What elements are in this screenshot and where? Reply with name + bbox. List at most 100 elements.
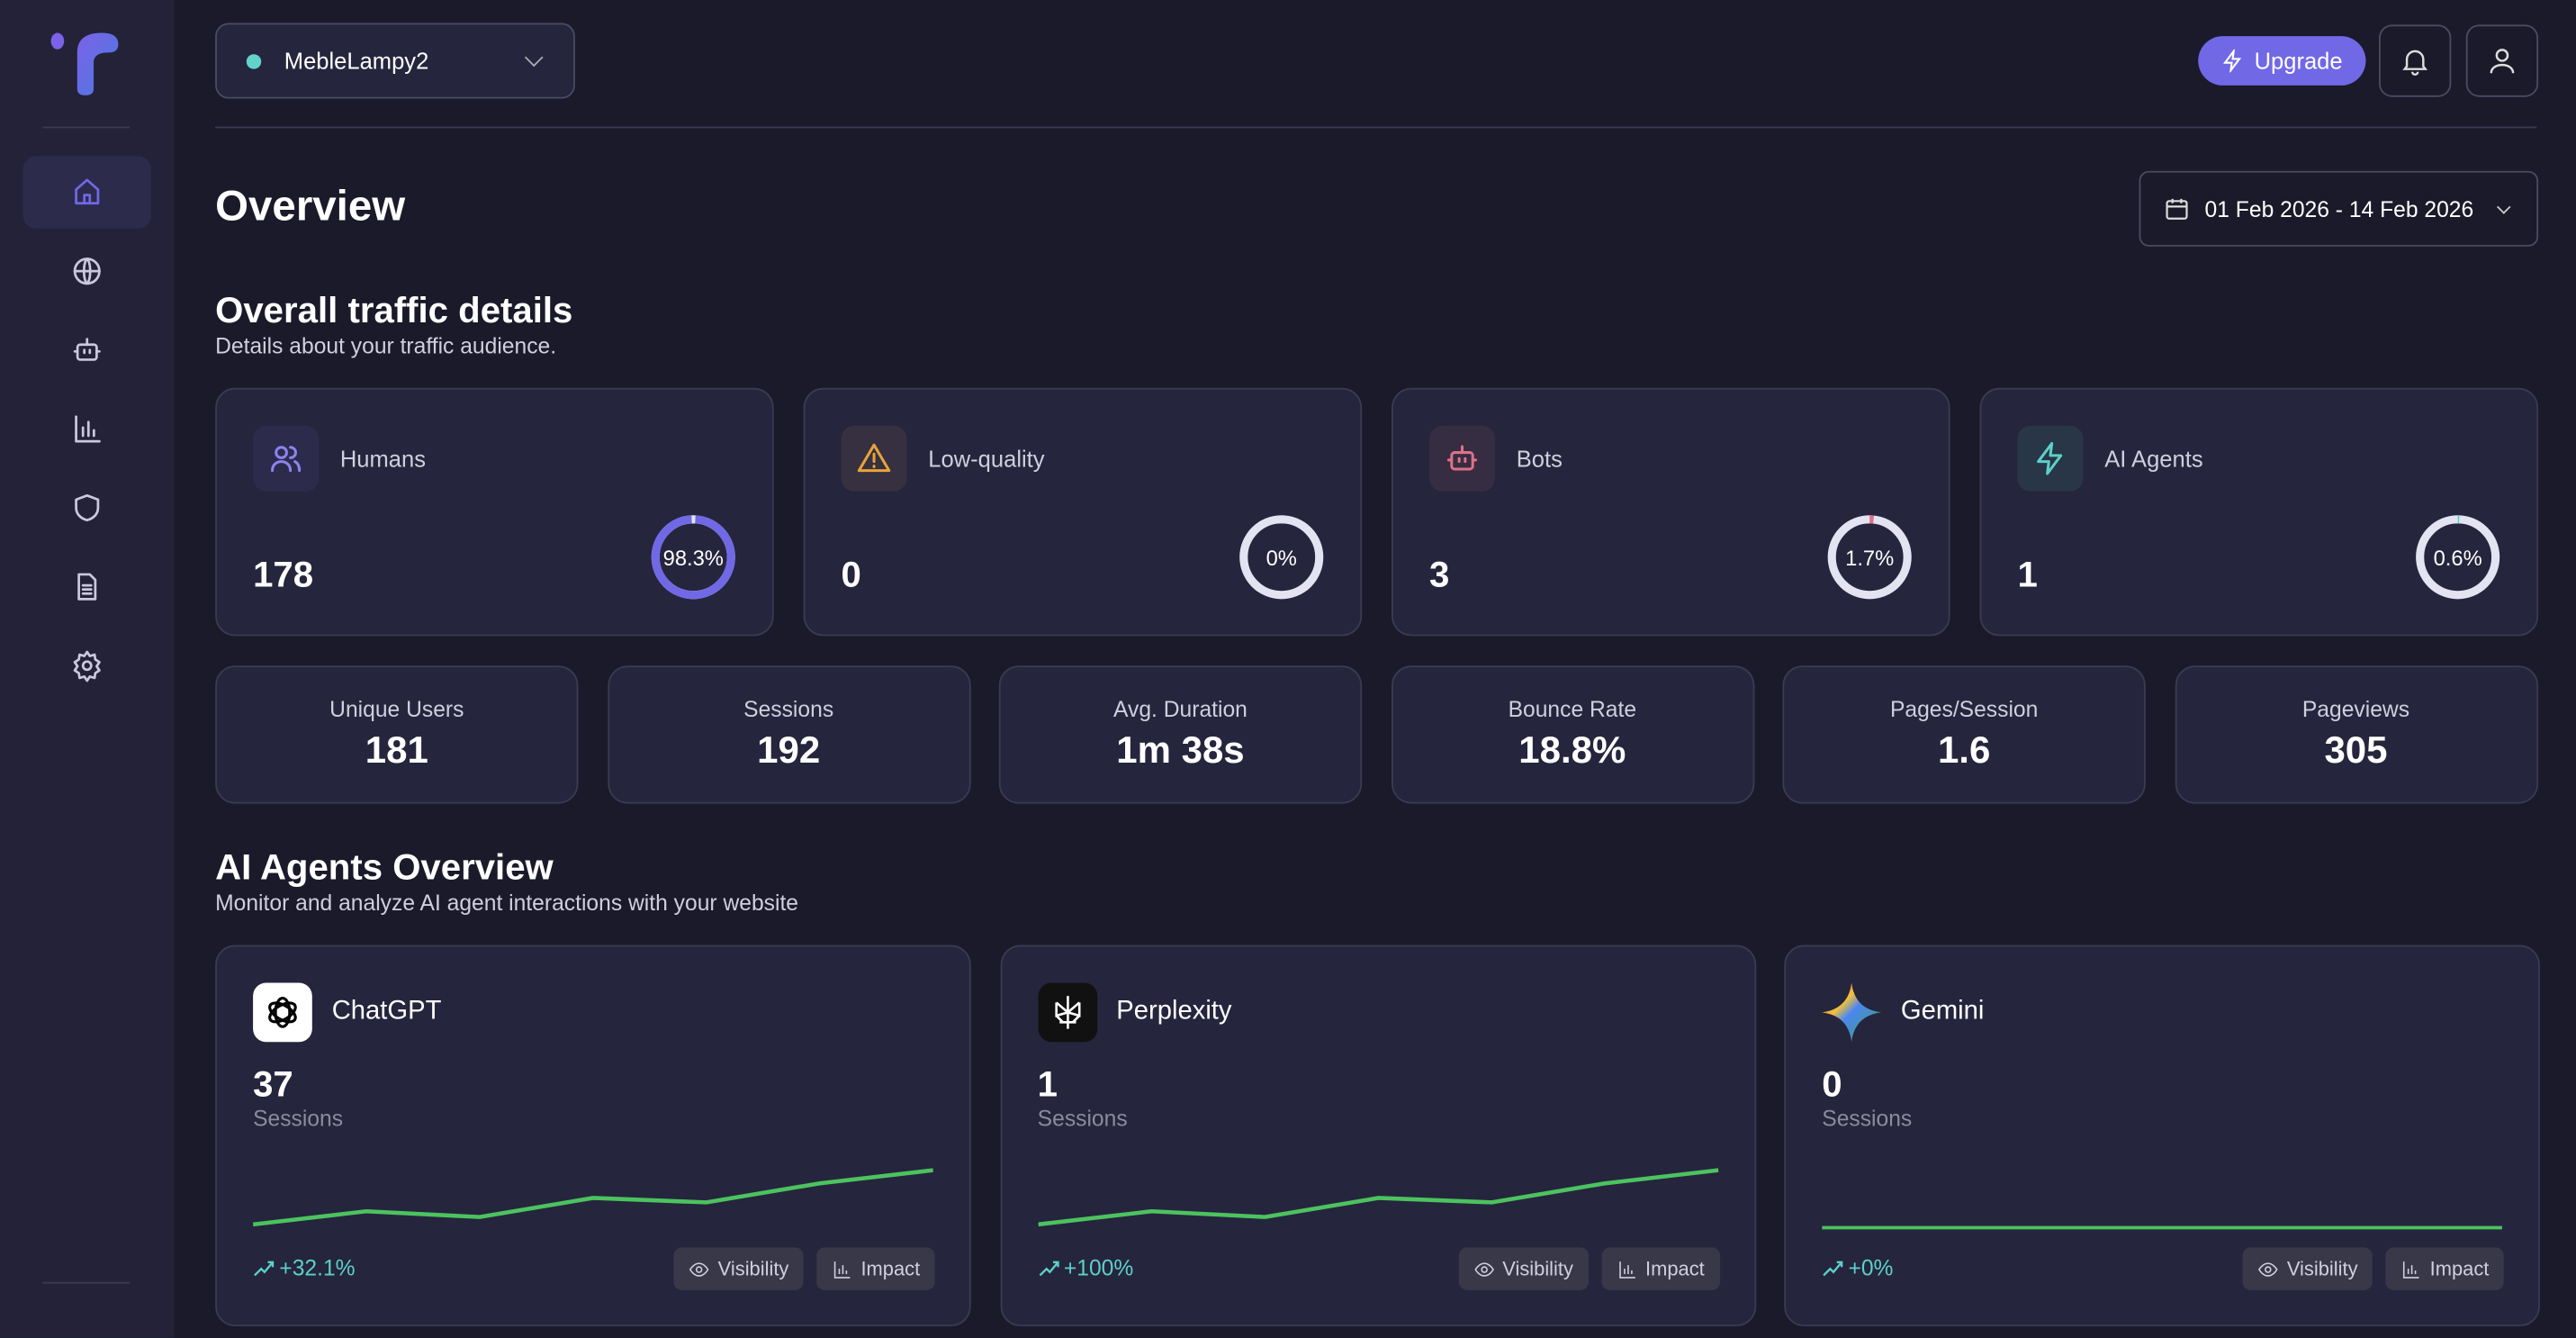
section-subtitle: Monitor and analyze AI agent interaction… [215, 890, 799, 916]
sessions-label: Sessions [1037, 1106, 1128, 1131]
visibility-label: Visibility [2286, 1257, 2358, 1280]
stat-card: Bounce Rate 18.8% [1391, 665, 1754, 804]
impact-label: Impact [860, 1257, 921, 1280]
traffic-card-low-quality: Low-quality 0 0% [803, 387, 1363, 637]
sidebar-item-bots[interactable] [23, 314, 151, 386]
eye-icon [1473, 1261, 1494, 1276]
humans-icon [253, 425, 320, 492]
lightning-icon [2223, 49, 2242, 73]
traffic-label: AI Agents [2104, 445, 2203, 472]
visibility-label: Visibility [717, 1257, 789, 1280]
ring-track [1239, 515, 1324, 600]
section-subtitle: Details about your traffic audience. [215, 333, 557, 358]
trend: +100% [1038, 1255, 1134, 1280]
upgrade-button[interactable]: Upgrade [2198, 36, 2366, 86]
stat-label: Sessions [743, 696, 834, 722]
stat-label: Unique Users [329, 696, 464, 722]
app-logo [50, 32, 119, 95]
trend-value: +100% [1063, 1255, 1134, 1280]
percent-label: 1.7% [1845, 545, 1895, 570]
visibility-button[interactable]: Visibility [673, 1247, 804, 1290]
agent-card-perplexity[interactable]: Perplexity 1 Sessions +100% Visibility I… [999, 945, 1756, 1327]
impact-button[interactable]: Impact [2385, 1247, 2504, 1290]
impact-label: Impact [1645, 1257, 1705, 1280]
chevron-down-icon [2496, 199, 2510, 213]
agent-sessions: 37 [253, 1062, 293, 1105]
trend: +32.1% [253, 1255, 356, 1280]
bar-chart-icon [2402, 1261, 2419, 1278]
ring-fill [1827, 515, 1912, 600]
page-title: Overview [215, 180, 406, 231]
ai-agents-icon [2017, 425, 2084, 492]
stat-value: 18.8% [1518, 728, 1626, 772]
stat-label: Avg. Duration [1113, 696, 1247, 722]
agent-card-chatgpt[interactable]: ChatGPT 37 Sessions +32.1% Visibility Im… [215, 945, 971, 1327]
stat-card: Sessions 192 [607, 665, 970, 804]
trend-up-icon [1038, 1260, 1058, 1276]
stat-label: Pages/Session [1889, 696, 2039, 722]
sidebar-item-reports[interactable] [23, 550, 151, 622]
eye-icon [689, 1261, 709, 1276]
sidebar-item-web[interactable] [23, 235, 151, 307]
percent-label: 0% [1265, 545, 1297, 570]
sessions-label: Sessions [253, 1106, 344, 1131]
sidebar-item-analytics[interactable] [23, 393, 151, 465]
bar-chart-icon [833, 1261, 851, 1278]
date-range-value: 01 Feb 2026 - 14 Feb 2026 [2204, 196, 2474, 221]
sparkline [253, 1168, 933, 1227]
document-icon [77, 573, 97, 601]
header-divider [215, 126, 2537, 129]
sidebar-divider [42, 1281, 131, 1284]
traffic-card-bots: Bots 3 1.7% [1392, 387, 1950, 637]
sessions-label: Sessions [1822, 1106, 1913, 1131]
sparkline-line [253, 1168, 933, 1227]
ring-track [2416, 515, 2500, 600]
eye-icon [2258, 1261, 2278, 1276]
stat-value: 1m 38s [1116, 728, 1245, 772]
traffic-value: 0 [841, 554, 861, 595]
visibility-label: Visibility [1502, 1257, 1573, 1280]
user-icon [2490, 49, 2515, 74]
perplexity-logo-icon [1037, 982, 1097, 1043]
sidebar-item-home[interactable] [23, 156, 151, 229]
traffic-label: Humans [339, 445, 427, 472]
section-title: Overall traffic details [215, 289, 573, 330]
sidebar-item-security[interactable] [23, 472, 151, 544]
stat-value: 305 [2324, 728, 2388, 772]
bar-chart-icon [1618, 1261, 1635, 1278]
date-range-picker[interactable]: 01 Feb 2026 - 14 Feb 2026 [2139, 170, 2539, 247]
calendar-icon [2166, 198, 2188, 220]
sparkline [1822, 1225, 2502, 1230]
profile-button[interactable] [2465, 24, 2539, 97]
traffic-card-ai-agents: AI Agents 1 0.6% [1979, 387, 2539, 637]
visibility-button[interactable]: Visibility [1457, 1247, 1589, 1290]
home-icon [75, 178, 100, 205]
upgrade-label: Upgrade [2254, 47, 2343, 75]
site-selector[interactable]: MebleLampy2 [215, 23, 575, 99]
trend-value: +32.1% [279, 1255, 356, 1280]
impact-button[interactable]: Impact [816, 1247, 935, 1290]
stat-label: Pageviews [2301, 696, 2410, 722]
notifications-button[interactable] [2379, 24, 2452, 97]
percent-label: 0.6% [2433, 545, 2482, 570]
sidebar-divider [42, 126, 131, 129]
sidebar [0, 0, 175, 1338]
sidebar-item-settings[interactable] [23, 629, 151, 701]
agent-name: Gemini [1900, 997, 1985, 1026]
visibility-button[interactable]: Visibility [2242, 1247, 2373, 1290]
impact-button[interactable]: Impact [1600, 1247, 1720, 1290]
stat-card: Unique Users 181 [215, 665, 579, 804]
traffic-value: 3 [1429, 554, 1450, 595]
stat-value: 192 [757, 728, 821, 772]
percent-ring: 1.7% [1824, 511, 1915, 603]
bots-icon [1429, 425, 1496, 492]
traffic-value: 1 [2017, 554, 2038, 595]
agent-sessions: 0 [1822, 1062, 1842, 1105]
percent-ring: 98.3% [647, 511, 739, 603]
bot-icon [73, 338, 101, 361]
stat-card: Pages/Session 1.6 [1782, 665, 2146, 804]
shield-icon [75, 493, 100, 522]
agent-sessions: 1 [1037, 1062, 1058, 1105]
trend-up-icon [1823, 1260, 1843, 1276]
agent-card-gemini[interactable]: Gemini 0 Sessions +0% Visibility Impact [1784, 945, 2540, 1327]
